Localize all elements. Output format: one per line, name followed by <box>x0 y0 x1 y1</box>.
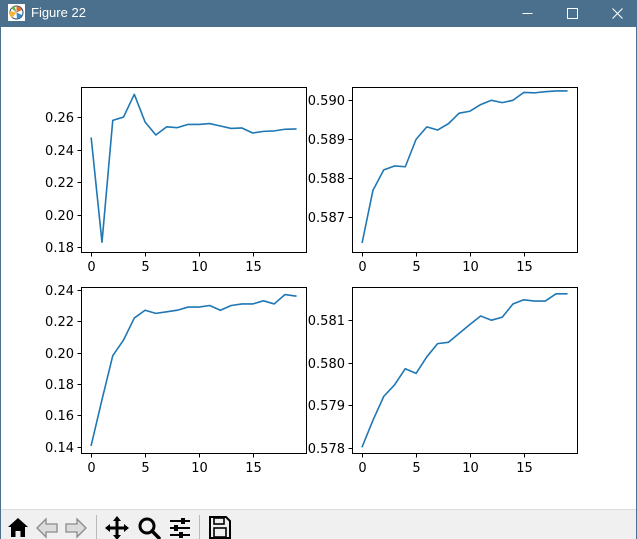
toolbar-separator <box>199 515 200 539</box>
y-tick-label: 0.18 <box>45 241 74 256</box>
subplot-top-left[interactable]: 0 5 10 15 0.18 0.20 0.22 0.24 0.26 <box>45 87 307 276</box>
x-tick-label: 15 <box>516 461 533 476</box>
window-border-left <box>0 27 1 539</box>
x-tick-label: 15 <box>516 260 533 275</box>
axes-frame <box>81 87 307 253</box>
y-tick-label: 0.20 <box>45 347 74 362</box>
zoom-button[interactable] <box>135 513 163 539</box>
save-icon <box>209 516 231 539</box>
y-tick-label: 0.22 <box>45 315 74 330</box>
x-tick-label: 10 <box>462 461 479 476</box>
sliders-icon <box>170 518 190 538</box>
back-button[interactable] <box>33 513 61 539</box>
subplot-top-right[interactable]: 0 5 10 15 0.587 0.588 0.589 0.590 <box>308 87 578 276</box>
x-tick-label: 5 <box>141 260 149 275</box>
figure-canvas[interactable]: 0 5 10 15 0.18 0.20 0.22 0.24 0.26 0 5 10 15 0.587 0.5… <box>1 27 636 509</box>
back-arrow-icon <box>36 517 58 539</box>
y-tick-label: 0.579 <box>308 399 345 414</box>
x-tick-label: 10 <box>191 461 208 476</box>
y-tick-label: 0.581 <box>308 314 345 329</box>
pan-button[interactable] <box>103 513 131 539</box>
close-icon <box>612 8 623 19</box>
maximize-icon <box>567 8 578 19</box>
y-tick-label: 0.22 <box>45 176 74 191</box>
toolbar-separator <box>96 515 97 539</box>
configure-subplots-button[interactable] <box>166 513 194 539</box>
series-line <box>90 93 297 244</box>
forward-button[interactable] <box>62 513 90 539</box>
y-tick-label: 0.578 <box>308 442 345 457</box>
window-titlebar[interactable]: Figure 22 <box>0 0 637 27</box>
series-line <box>90 293 297 447</box>
minimize-button[interactable] <box>505 0 550 27</box>
subplot-bottom-right[interactable]: 0 5 10 15 0.578 0.579 0.580 0.581 <box>308 287 578 477</box>
y-tick-label: 0.18 <box>45 378 74 393</box>
y-tick-label: 0.589 <box>308 133 345 148</box>
zoom-icon <box>138 517 161 539</box>
series-line <box>361 90 568 244</box>
x-tick-label: 10 <box>191 260 208 275</box>
x-tick-label: 5 <box>141 461 149 476</box>
axes-frame <box>81 287 307 454</box>
y-tick-label: 0.580 <box>308 357 345 372</box>
save-button[interactable] <box>206 513 234 539</box>
axes-frame <box>352 287 578 454</box>
y-tick-label: 0.24 <box>45 144 74 159</box>
y-tick-label: 0.587 <box>308 211 345 226</box>
y-tick-label: 0.14 <box>45 441 74 456</box>
x-tick-label: 0 <box>87 260 95 275</box>
y-tick-label: 0.588 <box>308 172 345 187</box>
series-line <box>361 293 568 448</box>
subplot-bottom-left[interactable]: 0 5 10 15 0.14 0.16 0.18 0.20 0.22 0.24 <box>45 284 307 476</box>
y-tick-label: 0.26 <box>45 111 74 126</box>
close-button[interactable] <box>595 0 637 27</box>
forward-arrow-icon <box>65 517 87 539</box>
x-tick-label: 15 <box>245 260 262 275</box>
x-tick-label: 0 <box>358 260 366 275</box>
x-tick-label: 0 <box>87 461 95 476</box>
y-tick-label: 0.24 <box>45 284 74 299</box>
y-tick-label: 0.590 <box>308 94 345 109</box>
minimize-icon <box>522 13 533 14</box>
maximize-button[interactable] <box>550 0 595 27</box>
x-tick-label: 5 <box>412 461 420 476</box>
matplotlib-logo-icon <box>8 4 25 21</box>
x-tick-label: 5 <box>412 260 420 275</box>
x-tick-label: 15 <box>245 461 262 476</box>
move-icon <box>105 516 129 539</box>
x-tick-label: 10 <box>462 260 479 275</box>
figure-svg[interactable]: 0 5 10 15 0.18 0.20 0.22 0.24 0.26 0 5 10 15 0.587 0.5… <box>1 27 636 509</box>
axes-frame <box>352 87 578 253</box>
window-title: Figure 22 <box>31 5 86 20</box>
x-tick-label: 0 <box>358 461 366 476</box>
home-button[interactable] <box>4 513 32 539</box>
y-tick-label: 0.16 <box>45 409 74 424</box>
y-tick-label: 0.20 <box>45 209 74 224</box>
home-icon <box>8 518 28 537</box>
navigation-toolbar <box>1 509 636 539</box>
